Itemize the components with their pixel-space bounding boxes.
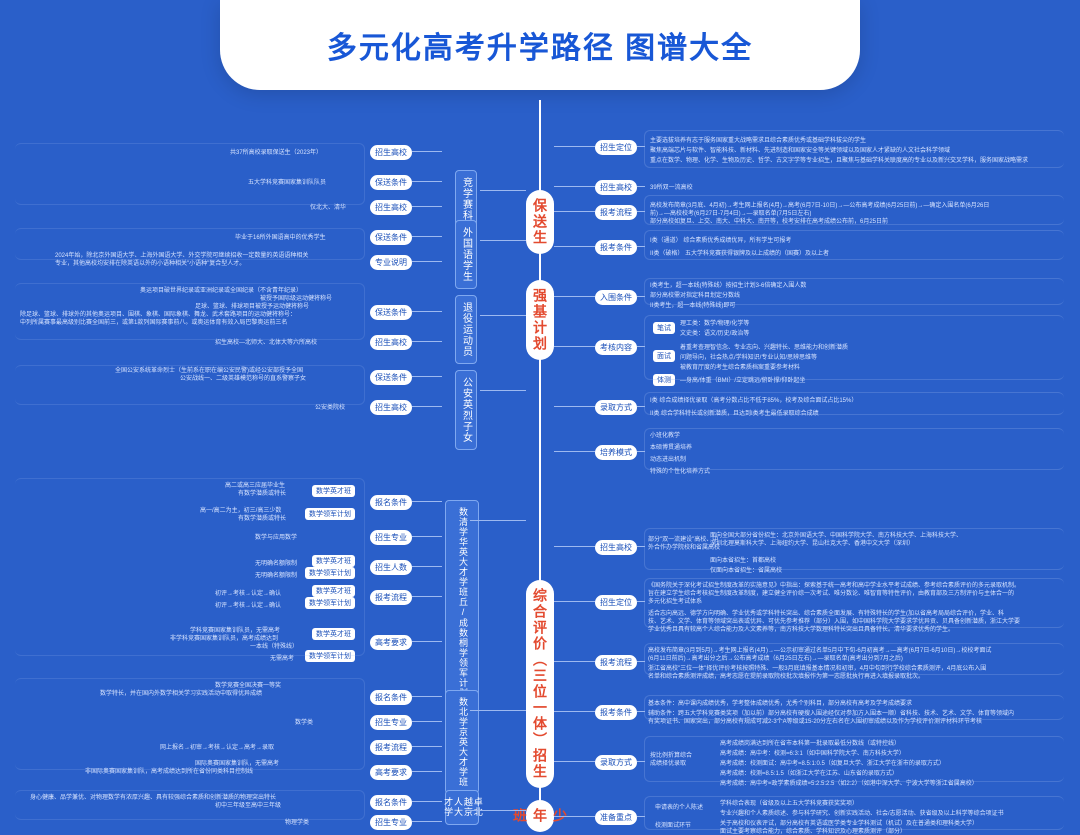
right-leaf-3: 39所双一流高校 xyxy=(650,182,693,191)
left-pill-19: 招生专业 xyxy=(370,815,412,830)
right-pill-4: 入围条件 xyxy=(595,290,637,305)
header-title: 多元化高考升学路径 图谱大全 xyxy=(327,23,753,67)
left-pill-18: 报名条件 xyxy=(370,795,412,810)
left-sub-2: 退役运动员 xyxy=(455,295,477,364)
left-pill-14: 报名条件 xyxy=(370,690,412,705)
right-pill-2: 报考流程 xyxy=(595,205,637,220)
left-pill-1: 保送条件 xyxy=(370,175,412,190)
left-sub-4: 数清学华英大才学班丘/成数桐学领军计划 xyxy=(445,500,479,705)
center-cat-baosong: 保送生 xyxy=(526,190,554,254)
left-pill-7: 保送条件 xyxy=(370,370,412,385)
center-cat-qiangji: 强基计划 xyxy=(526,280,554,360)
right-pill-8: 招生高校 xyxy=(595,540,637,555)
left-pill-9: 报名条件 xyxy=(370,495,412,510)
left-pill-2: 招生高校 xyxy=(370,200,412,215)
right-pill-9: 招生定位 xyxy=(595,595,637,610)
center-cat-shaonian: 少年班 xyxy=(526,800,554,832)
left-pill-3: 保送条件 xyxy=(370,230,412,245)
right-pill-13: 准备重点 xyxy=(595,810,637,825)
right-pill-6: 录取方式 xyxy=(595,400,637,415)
left-sub-6: 卓北越京人大才学 xyxy=(445,790,479,825)
right-pill-10: 报考流程 xyxy=(595,655,637,670)
right-pill-0: 招生定位 xyxy=(595,140,637,155)
left-sub-3: 公安英烈子女 xyxy=(455,370,477,450)
right-pill-11: 报考条件 xyxy=(595,705,637,720)
left-pill-4: 专业说明 xyxy=(370,255,412,270)
right-pill-7: 培养模式 xyxy=(595,445,637,460)
left-pill-15: 招生专业 xyxy=(370,715,412,730)
right-pill-3: 报考条件 xyxy=(595,240,637,255)
left-pill-6: 招生高校 xyxy=(370,335,412,350)
left-pill-8: 招生高校 xyxy=(370,400,412,415)
right-pill-12: 录取方式 xyxy=(595,755,637,770)
right-pill-1: 招生高校 xyxy=(595,180,637,195)
left-pill-5: 保送条件 xyxy=(370,305,412,320)
left-pill-10: 招生专业 xyxy=(370,530,412,545)
right-pill-5: 考核内容 xyxy=(595,340,637,355)
left-pill-0: 招生高校 xyxy=(370,145,412,160)
header-banner: 多元化高考升学路径 图谱大全 xyxy=(220,0,860,90)
left-pill-12: 报考流程 xyxy=(370,590,412,605)
left-pill-13: 高考要求 xyxy=(370,635,412,650)
left-pill-17: 高考要求 xyxy=(370,765,412,780)
left-sub-5: 数北学京英大才学班 xyxy=(445,690,479,794)
left-pill-16: 报考流程 xyxy=(370,740,412,755)
left-sub-1: 外国语学生 xyxy=(455,220,477,289)
mindmap-canvas: 保送生强基计划综合评价︵三位一体︶招生少年班竞学赛科外国语学生退役运动员公安英烈… xyxy=(0,100,1080,825)
left-pill-11: 招生人数 xyxy=(370,560,412,575)
center-cat-zonghe: 综合评价︵三位一体︶招生 xyxy=(526,580,554,788)
